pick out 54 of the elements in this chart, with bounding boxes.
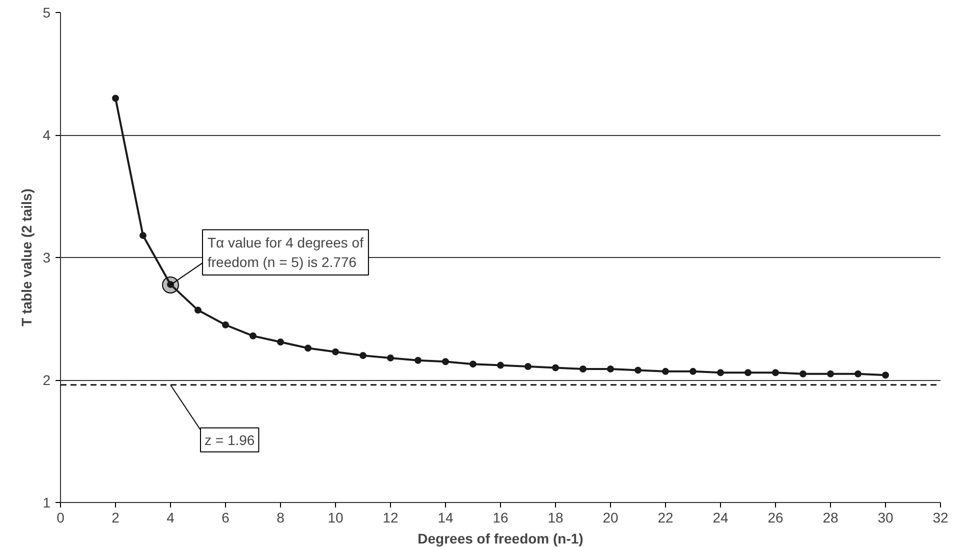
y-tick-label: 3	[42, 250, 51, 266]
x-tick-label: 28	[822, 510, 838, 526]
point	[854, 370, 862, 378]
point	[744, 369, 752, 376]
x-tick-label: 22	[658, 510, 674, 526]
x-tick-label: 18	[548, 510, 564, 526]
point	[717, 369, 724, 376]
y-tick-label: 1	[42, 494, 51, 510]
point	[250, 332, 256, 340]
point	[882, 372, 889, 379]
x-tick-label: 20	[602, 510, 618, 526]
y-tick-label: 2	[42, 372, 51, 388]
point	[470, 360, 476, 368]
point	[277, 338, 284, 346]
x-tick-label: 32	[932, 510, 948, 526]
x-tick-label: 14	[438, 510, 454, 526]
point	[827, 370, 834, 378]
y-tick-label: 4	[42, 127, 51, 143]
point	[332, 348, 339, 356]
point	[140, 232, 146, 239]
point	[800, 370, 806, 378]
annotation: Tα value for 4 degrees of freedom (n = 5) is 2.776	[208, 234, 364, 270]
ref-line-label: z = 1.96	[204, 432, 255, 448]
point	[580, 365, 586, 372]
point	[194, 306, 202, 314]
x-tick-label: 0	[56, 510, 65, 526]
point	[634, 366, 642, 374]
point	[772, 369, 779, 376]
point	[524, 363, 532, 370]
x-tick-label: 12	[382, 510, 398, 526]
point	[497, 362, 504, 369]
y-tick-label: 5	[42, 4, 51, 20]
x-tick-label: 8	[276, 510, 285, 526]
x-tick-label: 26	[768, 510, 784, 526]
x-tick-label: 10	[328, 510, 344, 526]
point	[552, 364, 559, 372]
x-tick-label: 16	[492, 510, 508, 526]
point	[607, 365, 614, 372]
point	[304, 344, 312, 352]
point	[662, 368, 669, 375]
x-tick-label: 2	[112, 510, 120, 526]
x-axis-title: Degrees of freedom (n-1)	[418, 530, 584, 546]
x-tick-label: 24	[712, 510, 728, 526]
point	[414, 356, 422, 364]
point	[360, 352, 366, 359]
y-axis-title: T table value (2 tails)	[18, 188, 35, 326]
point	[690, 368, 696, 375]
x-tick-label: 4	[166, 510, 175, 526]
x-tick-label: 30	[878, 510, 894, 526]
point	[222, 321, 229, 328]
x-tick-label: 6	[222, 510, 230, 526]
point	[387, 354, 394, 362]
point	[112, 94, 119, 102]
point	[442, 358, 449, 366]
